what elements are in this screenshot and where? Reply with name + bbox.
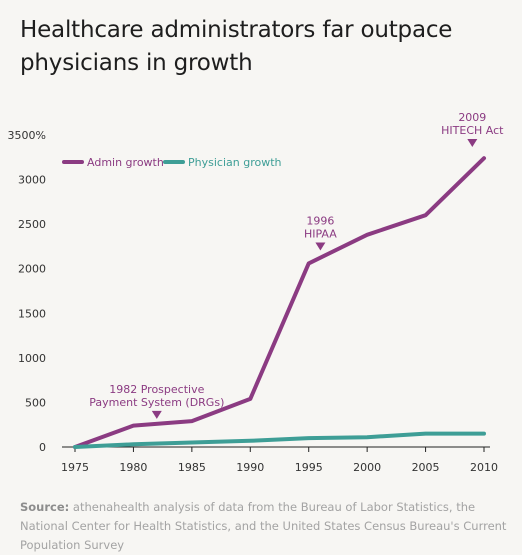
y-tick-label: 3500% [8, 129, 46, 142]
legend-label-1: Admin growth [87, 156, 164, 169]
x-tick-label: 1985 [178, 461, 206, 474]
annotation-marker-3 [467, 139, 478, 148]
x-tick-label: 1990 [236, 461, 264, 474]
annotation-text-2: HIPAA [304, 227, 337, 240]
chart-title: Healthcare administrators far outpace ph… [20, 14, 500, 80]
annotation-marker-1 [151, 410, 162, 419]
annotation-text-3: 2009 [458, 111, 486, 124]
source-text: athenahealth analysis of data from the B… [20, 500, 507, 552]
source-label: Source: [20, 500, 70, 514]
y-tick-label: 500 [25, 396, 46, 409]
y-tick-label: 2500 [18, 218, 46, 231]
title-line-2: physicians in growth [20, 50, 253, 76]
legend-label-2: Physician growth [188, 156, 282, 169]
title-line-1: Healthcare administrators far outpace [20, 17, 453, 43]
x-tick-label: 1995 [295, 461, 323, 474]
x-tick-label: 1980 [119, 461, 147, 474]
annotation-text-1: Payment System (DRGs) [89, 396, 224, 409]
series-line-2 [73, 431, 486, 449]
annotation-text-1: 1982 Prospective [109, 383, 204, 396]
series-line-1 [73, 156, 486, 449]
x-tick-label: 2000 [353, 461, 381, 474]
annotation-text-2: 1996 [306, 214, 334, 227]
annotation-marker-2 [315, 242, 326, 251]
y-tick-label: 1000 [18, 352, 46, 365]
x-tick-label: 1975 [61, 461, 89, 474]
y-tick-label: 0 [39, 441, 46, 454]
y-tick-label: 3000 [18, 174, 46, 187]
x-tick-label: 2005 [412, 461, 440, 474]
y-tick-label: 1500 [18, 307, 46, 320]
source-note: Source: athenahealth analysis of data fr… [20, 498, 510, 555]
annotation-text-3: HITECH Act [441, 124, 504, 137]
x-tick-label: 2010 [470, 461, 498, 474]
y-tick-label: 2000 [18, 263, 46, 276]
